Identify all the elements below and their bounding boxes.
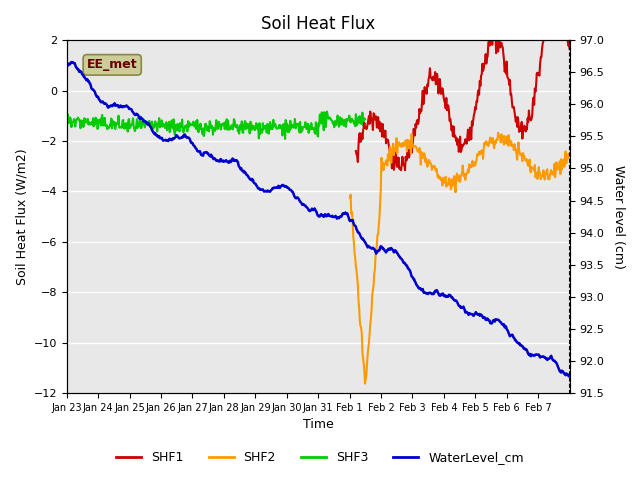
X-axis label: Time: Time xyxy=(303,419,333,432)
Y-axis label: Water level (cm): Water level (cm) xyxy=(612,165,625,268)
Text: EE_met: EE_met xyxy=(87,59,138,72)
Y-axis label: Soil Heat Flux (W/m2): Soil Heat Flux (W/m2) xyxy=(15,148,28,285)
Title: Soil Heat Flux: Soil Heat Flux xyxy=(261,15,375,33)
Legend: SHF1, SHF2, SHF3, WaterLevel_cm: SHF1, SHF2, SHF3, WaterLevel_cm xyxy=(111,446,529,469)
